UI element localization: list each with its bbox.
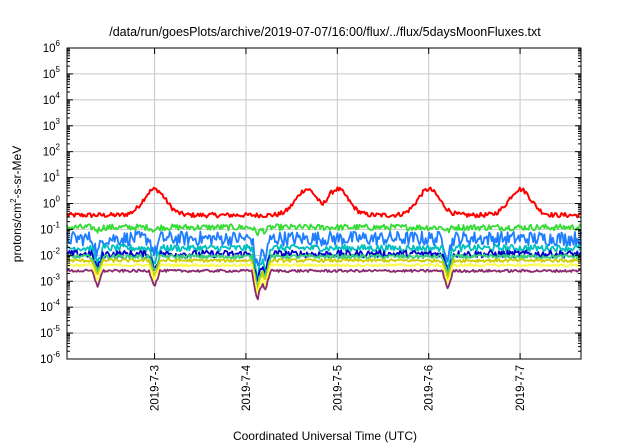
y-tick-label: 104 <box>43 91 61 107</box>
series-line <box>66 230 582 267</box>
series-line <box>66 223 582 237</box>
x-axis-ticks: 2019-7-3 2019-7-4 2019-7-5 2019-7-6 2019-7-7 <box>150 48 527 411</box>
series-line <box>66 258 582 291</box>
y-tick-label: 100 <box>43 195 61 211</box>
y-tick-label: 103 <box>43 117 61 133</box>
y-tick-label: 10-2 <box>40 246 60 262</box>
y-axis-label: protons/cm2-s-sr-MeV <box>9 146 24 262</box>
y-tick-label: 10-6 <box>40 350 60 366</box>
y-tick-label: 105 <box>43 65 61 81</box>
x-axis-label: Coordinated Universal Time (UTC) <box>233 429 417 443</box>
series-line <box>66 268 582 301</box>
y-tick-label: 102 <box>43 143 61 159</box>
x-tick-label: 2019-7-7 <box>515 365 527 411</box>
x-tick-label: 2019-7-6 <box>424 365 436 411</box>
series-line <box>66 262 581 295</box>
x-tick-label: 2019-7-4 <box>241 364 253 411</box>
series-line <box>66 253 582 288</box>
y-tick-label: 101 <box>43 169 61 185</box>
x-tick-label: 2019-7-5 <box>332 365 344 411</box>
chart-title: /data/run/goesPlots/archive/2019-07-07/1… <box>109 25 541 39</box>
series-line <box>66 249 582 283</box>
y-tick-label: 10-3 <box>40 272 60 288</box>
y-tick-label: 10-4 <box>40 298 60 314</box>
series-group <box>66 186 582 301</box>
y-tick-label: 10-5 <box>40 324 60 340</box>
y-tick-label: 106 <box>43 39 61 55</box>
y-axis-ticks: 106 105 104 103 102 101 100 10-1 10-2 10-3 10-4 10-… <box>40 39 581 366</box>
x-tick-label: 2019-7-3 <box>150 365 162 411</box>
series-line <box>66 186 582 219</box>
y-tick-label: 10-1 <box>40 220 60 236</box>
